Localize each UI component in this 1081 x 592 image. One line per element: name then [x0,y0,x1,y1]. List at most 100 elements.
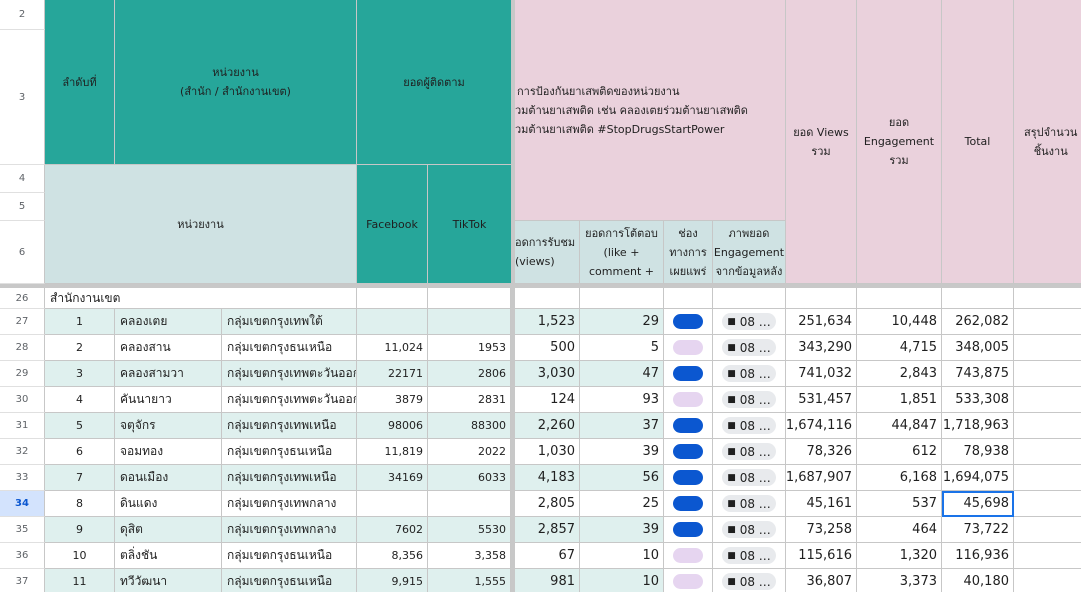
engagement-cell[interactable]: 93 [580,387,664,413]
group-cell[interactable]: กลุ่มเขตกรุงเทพเหนือ [222,465,357,491]
views-cell[interactable]: 500 [515,335,580,361]
cell[interactable] [664,288,713,309]
total-engagement-cell[interactable]: 4,715 [857,335,942,361]
rank-cell[interactable]: 3 [45,361,115,387]
row-header-4[interactable]: 4 [0,165,45,193]
tiktok-followers-cell[interactable]: 88300 [428,413,511,439]
tiktok-followers-cell[interactable] [428,491,511,517]
channel-dropdown-chip[interactable] [673,522,703,537]
total-cell[interactable]: 348,005 [942,335,1014,361]
row-header-36[interactable]: 36 [0,543,45,569]
total-engagement-cell[interactable]: 10,448 [857,309,942,335]
summary-cell[interactable] [1014,543,1081,569]
total-engagement-cell[interactable]: 3,373 [857,569,942,592]
cell[interactable] [713,288,786,309]
rank-cell[interactable]: 2 [45,335,115,361]
section-label[interactable]: สำนักงานเขต [45,288,222,309]
file-chip[interactable]: ■ 08 … [722,417,776,434]
cell[interactable] [857,288,942,309]
rank-cell[interactable]: 1 [45,309,115,335]
summary-header[interactable]: สรุปจำนวน ชิ้นงาน [1014,0,1081,284]
views-cell[interactable]: 2,260 [515,413,580,439]
row-header-35[interactable]: 35 [0,517,45,543]
channel-dropdown-chip[interactable] [673,418,703,433]
district-cell[interactable]: จอมทอง [115,439,222,465]
unit-subheader[interactable]: หน่วยงาน [45,165,357,284]
channel-cell[interactable] [664,309,713,335]
summary-cell[interactable] [1014,491,1081,517]
channel-cell[interactable] [664,439,713,465]
image-cell[interactable]: ■ 08 … [713,491,786,517]
total-views-cell[interactable]: 343,290 [786,335,857,361]
district-cell[interactable]: คันนายาว [115,387,222,413]
tiktok-followers-cell[interactable]: 2806 [428,361,511,387]
district-cell[interactable]: ตลิ่งชัน [115,543,222,569]
channel-dropdown-chip[interactable] [673,496,703,511]
summary-cell[interactable] [1014,413,1081,439]
engagement-cell[interactable]: 56 [580,465,664,491]
tiktok-followers-cell[interactable]: 1,555 [428,569,511,592]
group-cell[interactable]: กลุ่มเขตกรุงเทพใต้ [222,309,357,335]
file-chip[interactable]: ■ 08 … [722,573,776,590]
total-cell[interactable]: 1,718,963 [942,413,1014,439]
engagement-cell[interactable]: 25 [580,491,664,517]
views-cell[interactable]: 3,030 [515,361,580,387]
total-engagement-cell[interactable]: 2,843 [857,361,942,387]
row-header-2[interactable]: 2 [0,0,45,30]
group-cell[interactable]: กลุ่มเขตกรุงเทพกลาง [222,517,357,543]
views-cell[interactable]: 2,805 [515,491,580,517]
image-cell[interactable]: ■ 08 … [713,543,786,569]
image-cell[interactable]: ■ 08 … [713,309,786,335]
engagement-cell[interactable]: 29 [580,309,664,335]
total-cell[interactable]: 45,698 [942,491,1014,517]
tiktok-followers-cell[interactable]: 1953 [428,335,511,361]
file-chip[interactable]: ■ 08 … [722,495,776,512]
total-cell[interactable]: 40,180 [942,569,1014,592]
row-header-5[interactable]: 5 [0,193,45,221]
facebook-followers-cell[interactable]: 98006 [357,413,428,439]
row-header-37[interactable]: 37 [0,569,45,592]
total-cell[interactable]: 116,936 [942,543,1014,569]
row-header-27[interactable]: 27 [0,309,45,335]
rank-cell[interactable]: 8 [45,491,115,517]
tiktok-followers-cell[interactable]: 5530 [428,517,511,543]
summary-cell[interactable] [1014,309,1081,335]
group-cell[interactable]: กลุ่มเขตกรุงเทพตะวันออก [222,387,357,413]
rank-cell[interactable]: 10 [45,543,115,569]
channel-dropdown-chip[interactable] [673,444,703,459]
group-cell[interactable]: กลุ่มเขตกรุงธนเหนือ [222,569,357,592]
views-cell[interactable]: 124 [515,387,580,413]
facebook-followers-cell[interactable]: 11,819 [357,439,428,465]
file-chip[interactable]: ■ 08 … [722,443,776,460]
facebook-followers-cell[interactable] [357,491,428,517]
district-cell[interactable]: คลองสาน [115,335,222,361]
rank-cell[interactable]: 7 [45,465,115,491]
channel-dropdown-chip[interactable] [673,548,703,563]
row-header-33[interactable]: 33 [0,465,45,491]
total-engagement-cell[interactable]: 6,168 [857,465,942,491]
image-cell[interactable]: ■ 08 … [713,569,786,592]
views-cell[interactable]: 2,857 [515,517,580,543]
total-views-cell[interactable]: 1,674,116 [786,413,857,439]
engagement-cell[interactable]: 10 [580,543,664,569]
total-cell[interactable]: 1,694,075 [942,465,1014,491]
summary-cell[interactable] [1014,517,1081,543]
district-cell[interactable]: จตุจักร [115,413,222,439]
total-views-cell[interactable]: 45,161 [786,491,857,517]
total-views-cell[interactable]: 36,807 [786,569,857,592]
engagement-cell[interactable]: 37 [580,413,664,439]
facebook-followers-cell[interactable]: 7602 [357,517,428,543]
file-chip[interactable]: ■ 08 … [722,547,776,564]
district-cell[interactable]: คลองสามวา [115,361,222,387]
group-cell[interactable]: กลุ่มเขตกรุงธนเหนือ [222,439,357,465]
image-cell[interactable]: ■ 08 … [713,335,786,361]
engagement-cell[interactable]: 5 [580,335,664,361]
rank-cell[interactable]: 11 [45,569,115,592]
summary-cell[interactable] [1014,569,1081,592]
total-header[interactable]: Total [942,0,1014,284]
tiktok-header[interactable]: TikTok [428,165,512,284]
group-cell[interactable]: กลุ่มเขตกรุงธนเหนือ [222,335,357,361]
views-cell[interactable]: 981 [515,569,580,592]
row-header-34[interactable]: 34 [0,491,45,517]
cell[interactable] [222,288,357,309]
